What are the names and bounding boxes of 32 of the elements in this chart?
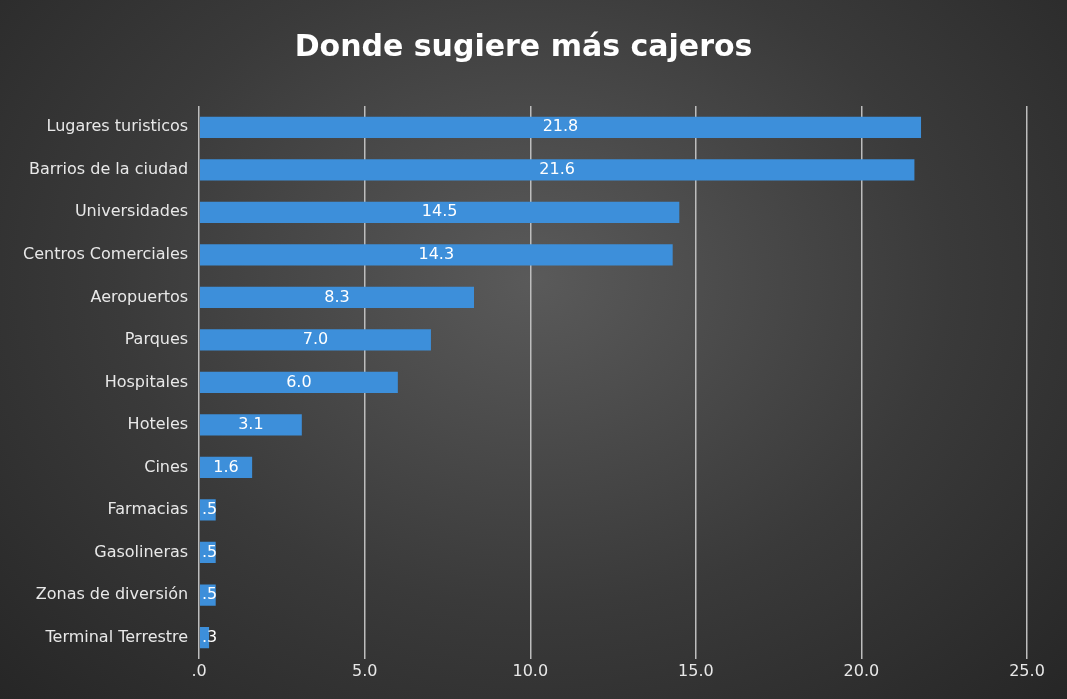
y-tick-label: Hoteles <box>127 414 189 434</box>
y-tick-label: Hospitales <box>104 371 189 391</box>
y-tick-label: Parques <box>124 329 189 349</box>
y-tick-label: Terminal Terrestre <box>44 626 189 646</box>
y-tick-label: Centros Comerciales <box>23 243 189 263</box>
x-tick-label: 20.0 <box>843 660 880 680</box>
data-label: 8.3 <box>324 286 350 306</box>
y-tick-label: Lugares turisticos <box>46 116 189 136</box>
data-label: .5 <box>201 541 218 561</box>
data-label: .5 <box>201 584 218 604</box>
x-tick-label: 10.0 <box>512 660 549 680</box>
data-label: 1.6 <box>213 456 239 476</box>
data-label: 3.1 <box>238 414 264 434</box>
y-tick-label: Barrios de la ciudad <box>28 158 189 178</box>
data-label: 21.8 <box>542 116 579 136</box>
y-tick-label: Farmacias <box>107 499 189 519</box>
data-label: .5 <box>201 499 218 519</box>
y-tick-label: Aeropuertos <box>90 286 189 306</box>
x-tick-label: .0 <box>191 660 207 680</box>
y-tick-label: Universidades <box>74 201 189 221</box>
data-label: 7.0 <box>302 329 329 349</box>
data-label: 21.6 <box>539 158 575 178</box>
y-tick-label: Gasolineras <box>94 541 189 561</box>
chart-title: Donde sugiere más cajeros <box>294 27 753 63</box>
data-label: 14.3 <box>418 243 455 263</box>
data-label: 6.0 <box>286 371 312 391</box>
x-tick-label: 15.0 <box>678 660 714 680</box>
x-tick-label: 25.0 <box>1009 660 1045 680</box>
data-label: 14.5 <box>421 201 458 221</box>
y-tick-label: Zonas de diversión <box>35 584 189 604</box>
y-tick-label: Cines <box>144 456 189 476</box>
x-tick-label: 5.0 <box>352 660 378 680</box>
